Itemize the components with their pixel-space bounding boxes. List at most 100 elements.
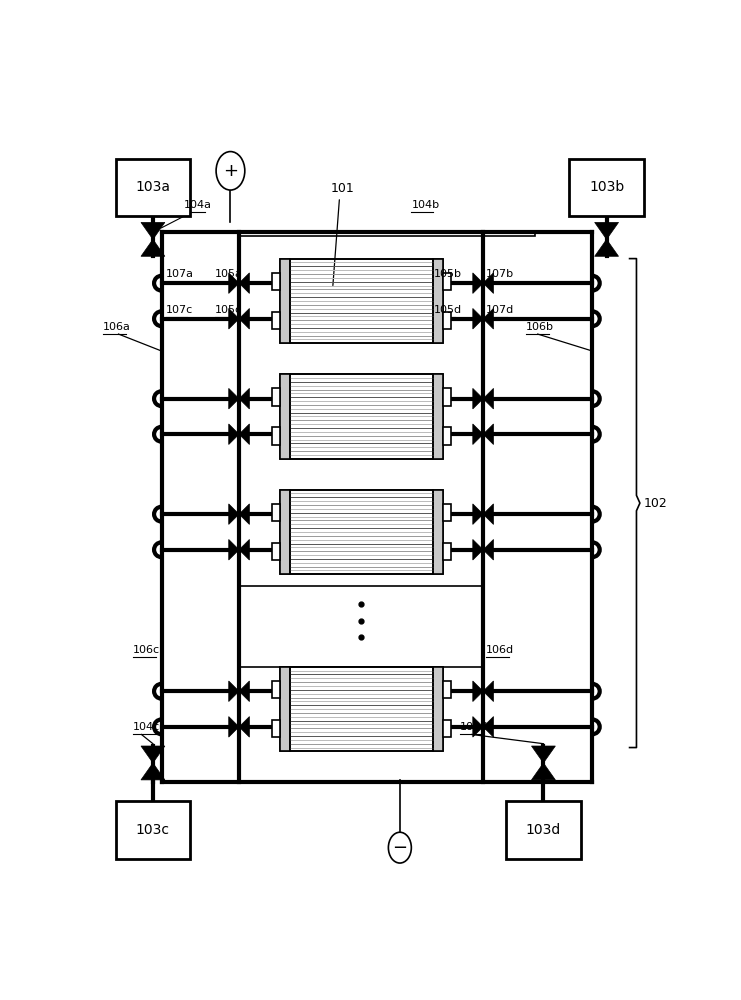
Bar (433, 667, 443, 751)
Polygon shape (229, 539, 239, 560)
Polygon shape (483, 681, 494, 702)
Text: 105b: 105b (434, 269, 462, 279)
Bar (116, 801, 190, 859)
Polygon shape (473, 539, 483, 560)
Text: 101: 101 (331, 182, 355, 195)
Polygon shape (483, 504, 494, 524)
Polygon shape (473, 424, 483, 445)
Bar (290, 667, 433, 751)
Polygon shape (473, 388, 483, 409)
Polygon shape (595, 222, 619, 239)
Polygon shape (473, 308, 483, 329)
Polygon shape (531, 746, 555, 763)
Bar (279, 667, 290, 751)
Text: 103a: 103a (136, 180, 170, 194)
Text: 104a: 104a (183, 200, 211, 210)
Bar (279, 490, 443, 574)
Circle shape (216, 152, 245, 190)
Polygon shape (229, 681, 239, 702)
Bar (272, 504, 279, 521)
Polygon shape (239, 504, 250, 524)
Bar (279, 259, 443, 343)
Text: 103d: 103d (526, 823, 561, 837)
Polygon shape (483, 539, 494, 560)
Polygon shape (229, 388, 239, 409)
Bar (290, 259, 433, 343)
Bar (290, 490, 433, 574)
Text: 105a: 105a (215, 269, 243, 279)
Polygon shape (473, 504, 483, 524)
Text: 107b: 107b (486, 269, 514, 279)
Polygon shape (229, 504, 239, 524)
Bar (279, 259, 290, 343)
Text: 106b: 106b (526, 322, 554, 332)
Text: 104c: 104c (133, 722, 160, 732)
Text: 106d: 106d (486, 645, 514, 655)
Bar (443, 543, 451, 560)
Polygon shape (483, 308, 494, 329)
Polygon shape (141, 239, 165, 256)
Bar (279, 667, 443, 751)
Bar (279, 374, 290, 459)
Polygon shape (239, 273, 250, 293)
Polygon shape (239, 308, 250, 329)
Bar (279, 374, 443, 459)
Polygon shape (141, 763, 165, 780)
Text: 104b: 104b (411, 200, 439, 210)
Text: 104d: 104d (460, 722, 488, 732)
Bar (272, 273, 279, 290)
Polygon shape (141, 746, 165, 763)
Polygon shape (229, 424, 239, 445)
Bar (443, 388, 451, 406)
Text: 107c: 107c (166, 305, 193, 315)
Text: 105c: 105c (215, 305, 242, 315)
Text: 107d: 107d (486, 305, 514, 315)
Circle shape (388, 832, 411, 863)
Polygon shape (473, 273, 483, 293)
Bar (279, 490, 290, 574)
Bar (443, 273, 451, 290)
Text: 103b: 103b (589, 180, 624, 194)
Bar (239, 232, 535, 235)
Polygon shape (239, 717, 250, 737)
Polygon shape (239, 681, 250, 702)
Polygon shape (141, 222, 165, 239)
Bar (239, 586, 483, 667)
Text: −: − (392, 839, 408, 857)
Bar (290, 374, 433, 459)
Bar (433, 374, 443, 459)
Text: 103c: 103c (136, 823, 170, 837)
Bar (272, 681, 279, 698)
Polygon shape (483, 388, 494, 409)
Polygon shape (239, 424, 250, 445)
Bar (272, 312, 279, 329)
Bar (506, 801, 581, 859)
Polygon shape (229, 308, 239, 329)
Bar (443, 427, 451, 445)
Bar (433, 490, 443, 574)
Bar (272, 543, 279, 560)
Bar (433, 259, 443, 343)
Polygon shape (239, 539, 250, 560)
Text: 102: 102 (644, 497, 668, 510)
Bar (272, 720, 279, 737)
Polygon shape (531, 763, 555, 780)
Bar (272, 427, 279, 445)
Text: 106a: 106a (103, 322, 131, 332)
Polygon shape (483, 424, 494, 445)
Bar (443, 681, 451, 698)
Bar (443, 504, 451, 521)
Polygon shape (483, 717, 494, 737)
Bar (443, 720, 451, 737)
Polygon shape (483, 273, 494, 293)
Bar (272, 388, 279, 406)
Bar (569, 158, 644, 216)
Text: 107a: 107a (166, 269, 194, 279)
Text: +: + (223, 162, 238, 180)
Text: 105d: 105d (434, 305, 462, 315)
Bar (443, 312, 451, 329)
Polygon shape (229, 717, 239, 737)
Polygon shape (229, 273, 239, 293)
Polygon shape (473, 717, 483, 737)
Polygon shape (239, 388, 250, 409)
